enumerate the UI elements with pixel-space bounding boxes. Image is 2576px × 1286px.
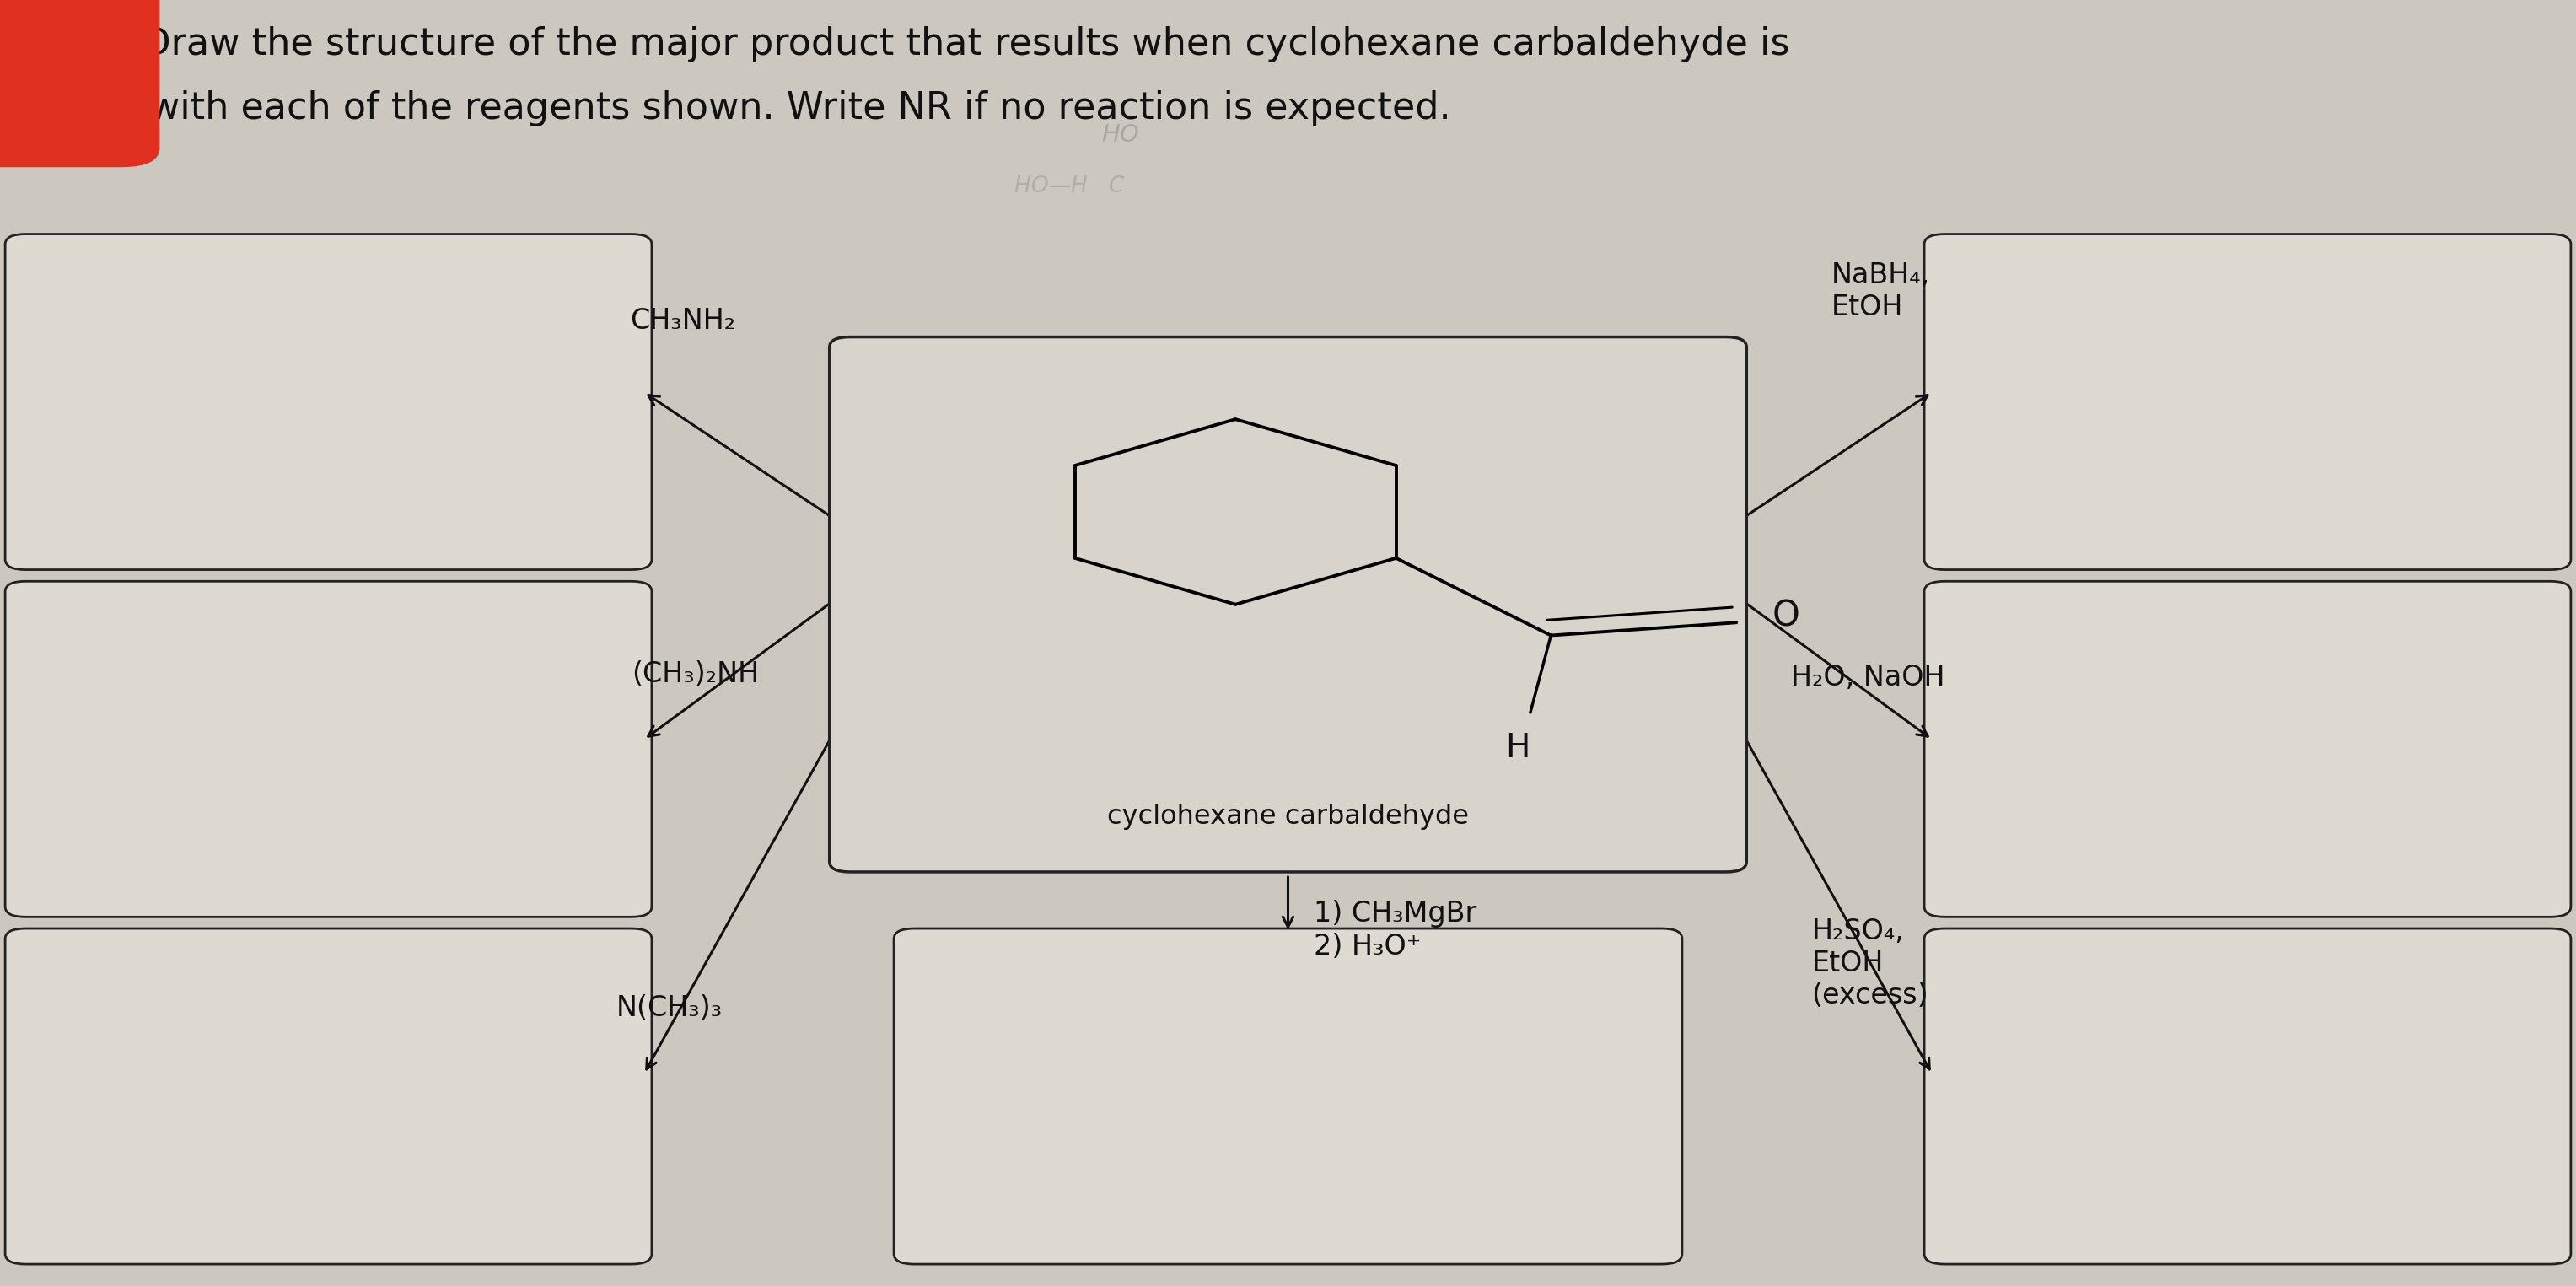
- FancyBboxPatch shape: [829, 337, 1747, 872]
- Text: HO: HO: [1103, 123, 1139, 147]
- FancyBboxPatch shape: [1924, 234, 2571, 570]
- Text: H: H: [1504, 732, 1530, 764]
- Text: CH₃NH₂: CH₃NH₂: [631, 306, 734, 334]
- FancyBboxPatch shape: [5, 581, 652, 917]
- Text: (CH₃)₂NH: (CH₃)₂NH: [631, 660, 760, 688]
- FancyBboxPatch shape: [5, 234, 652, 570]
- FancyBboxPatch shape: [1924, 928, 2571, 1264]
- Text: NaBH₄,
EtOH: NaBH₄, EtOH: [1832, 261, 1929, 322]
- Text: ) Draw the structure of the major product that results when cyclohexane carbalde: ) Draw the structure of the major produc…: [116, 26, 1790, 62]
- FancyBboxPatch shape: [1924, 581, 2571, 917]
- Text: N(CH₃)₃: N(CH₃)₃: [616, 994, 724, 1022]
- Text: HO—H   C: HO—H C: [1015, 175, 1123, 198]
- Text: H₂O, NaOH: H₂O, NaOH: [1790, 664, 1945, 692]
- Text: O: O: [1772, 598, 1801, 634]
- Text: H₂SO₄,
EtOH
(excess): H₂SO₄, EtOH (excess): [1811, 917, 1929, 1010]
- Text: 1) CH₃MgBr
2) H₃O⁺: 1) CH₃MgBr 2) H₃O⁺: [1314, 900, 1476, 961]
- Text: cyclohexane carbaldehyde: cyclohexane carbaldehyde: [1108, 804, 1468, 829]
- FancyBboxPatch shape: [5, 928, 652, 1264]
- FancyBboxPatch shape: [0, 0, 160, 167]
- Text: treated with each of the reagents shown. Write NR if no reaction is expected.: treated with each of the reagents shown.…: [0, 90, 1450, 126]
- FancyBboxPatch shape: [894, 928, 1682, 1264]
